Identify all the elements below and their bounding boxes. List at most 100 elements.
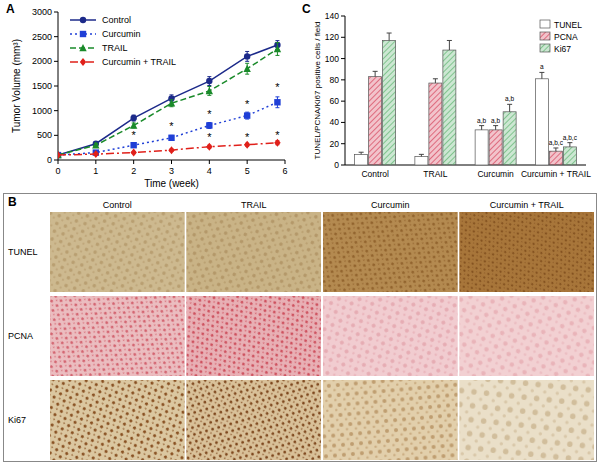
annotation: a — [540, 63, 544, 70]
marker — [130, 149, 136, 157]
tick-label: 1500 — [32, 81, 52, 91]
legend-label: Control — [102, 15, 131, 25]
micrograph — [323, 380, 458, 460]
series-line — [58, 49, 277, 155]
tick — [54, 86, 58, 87]
error-bar — [359, 152, 364, 154]
marker — [274, 45, 281, 52]
micrograph — [187, 212, 322, 292]
row-label: TUNEL — [8, 247, 38, 257]
annotation: * — [207, 108, 212, 120]
tick-label: 3 — [169, 166, 174, 176]
marker — [80, 58, 86, 66]
marker — [274, 99, 280, 105]
legend-label: Curcumin + TRAIL — [102, 57, 176, 67]
annotation: * — [245, 98, 250, 110]
error-bar — [567, 143, 572, 147]
error-cap — [245, 74, 249, 75]
background — [0, 0, 600, 464]
tick-label: 2500 — [32, 32, 52, 42]
column-label: Control — [103, 200, 132, 210]
error-cap — [507, 104, 512, 105]
error-cap — [493, 125, 498, 126]
marker — [168, 99, 175, 106]
micrograph — [460, 212, 595, 292]
bar — [383, 40, 396, 165]
error-cap — [207, 86, 211, 87]
micrograph-bg — [50, 296, 185, 376]
error-cap — [433, 78, 438, 79]
bar — [535, 79, 548, 165]
error-line — [509, 104, 510, 111]
tick-label: 0 — [55, 166, 60, 176]
error-bar — [433, 79, 438, 83]
error-cap — [245, 63, 249, 64]
bar — [489, 130, 502, 165]
tick — [171, 160, 172, 164]
tick-label: Curcumin + TRAIL — [521, 169, 591, 179]
marker — [244, 112, 250, 118]
marker — [80, 17, 86, 23]
tick-label: 80 — [330, 75, 340, 85]
micrograph — [187, 296, 322, 376]
marker — [92, 141, 99, 148]
error-bar — [507, 104, 512, 111]
panel-b: BControlTRAILCurcuminCurcumin + TRAILTUN… — [4, 194, 597, 462]
tick-label: 3000 — [32, 7, 52, 17]
tick — [54, 61, 58, 62]
error-cap — [275, 40, 279, 41]
error-line — [541, 72, 542, 78]
micrograph-bg — [323, 212, 458, 292]
tick — [133, 160, 134, 164]
annotation: a,b,c — [563, 134, 578, 141]
annotation: * — [275, 81, 280, 93]
annotation: * — [275, 129, 280, 141]
micrograph — [50, 296, 185, 376]
marker — [58, 151, 61, 159]
error-cap — [207, 85, 211, 86]
micrograph-bg — [187, 380, 322, 460]
column-label: Curcumin — [371, 200, 410, 210]
panel-a: A0500100015002000250030000123456Time (we… — [6, 2, 288, 189]
tick — [341, 165, 345, 166]
tick-label: 100 — [325, 54, 339, 64]
marker — [130, 142, 136, 148]
marker — [206, 87, 213, 94]
axis-title: Tumor Volume (mm³) — [11, 39, 22, 133]
micrograph — [460, 296, 595, 376]
error-line — [495, 126, 496, 130]
marker — [80, 31, 86, 37]
micrograph-bg — [50, 212, 185, 292]
tick — [341, 79, 345, 80]
error-cap — [387, 33, 392, 34]
tick — [209, 160, 210, 164]
micrograph-bg — [460, 296, 595, 376]
error-cap — [567, 142, 572, 143]
error-bar — [373, 71, 378, 76]
error-cap — [373, 71, 378, 72]
error-cap — [359, 152, 364, 153]
tick-label: 1 — [93, 166, 98, 176]
tick — [341, 122, 345, 123]
micrograph — [187, 380, 322, 460]
annotation: * — [245, 131, 250, 143]
marker — [244, 53, 250, 59]
error-cap — [275, 42, 279, 43]
tick-label: 1000 — [32, 106, 52, 116]
annotation: * — [132, 129, 137, 141]
tick-label: 2 — [131, 166, 136, 176]
bar — [549, 151, 562, 165]
column-label: Curcumin + TRAIL — [490, 200, 564, 210]
tick-label: 0 — [47, 155, 52, 165]
micrograph-bg — [323, 296, 458, 376]
error-cap — [419, 154, 424, 155]
tick-label: 40 — [330, 117, 340, 127]
panel-label: C — [302, 2, 311, 16]
error-line — [449, 40, 450, 50]
plot-area — [355, 33, 577, 165]
tick — [95, 160, 96, 164]
marker — [58, 152, 61, 158]
annotation: a,b — [505, 95, 514, 102]
legend-label: Ki67 — [554, 44, 571, 54]
series-line — [58, 45, 277, 155]
